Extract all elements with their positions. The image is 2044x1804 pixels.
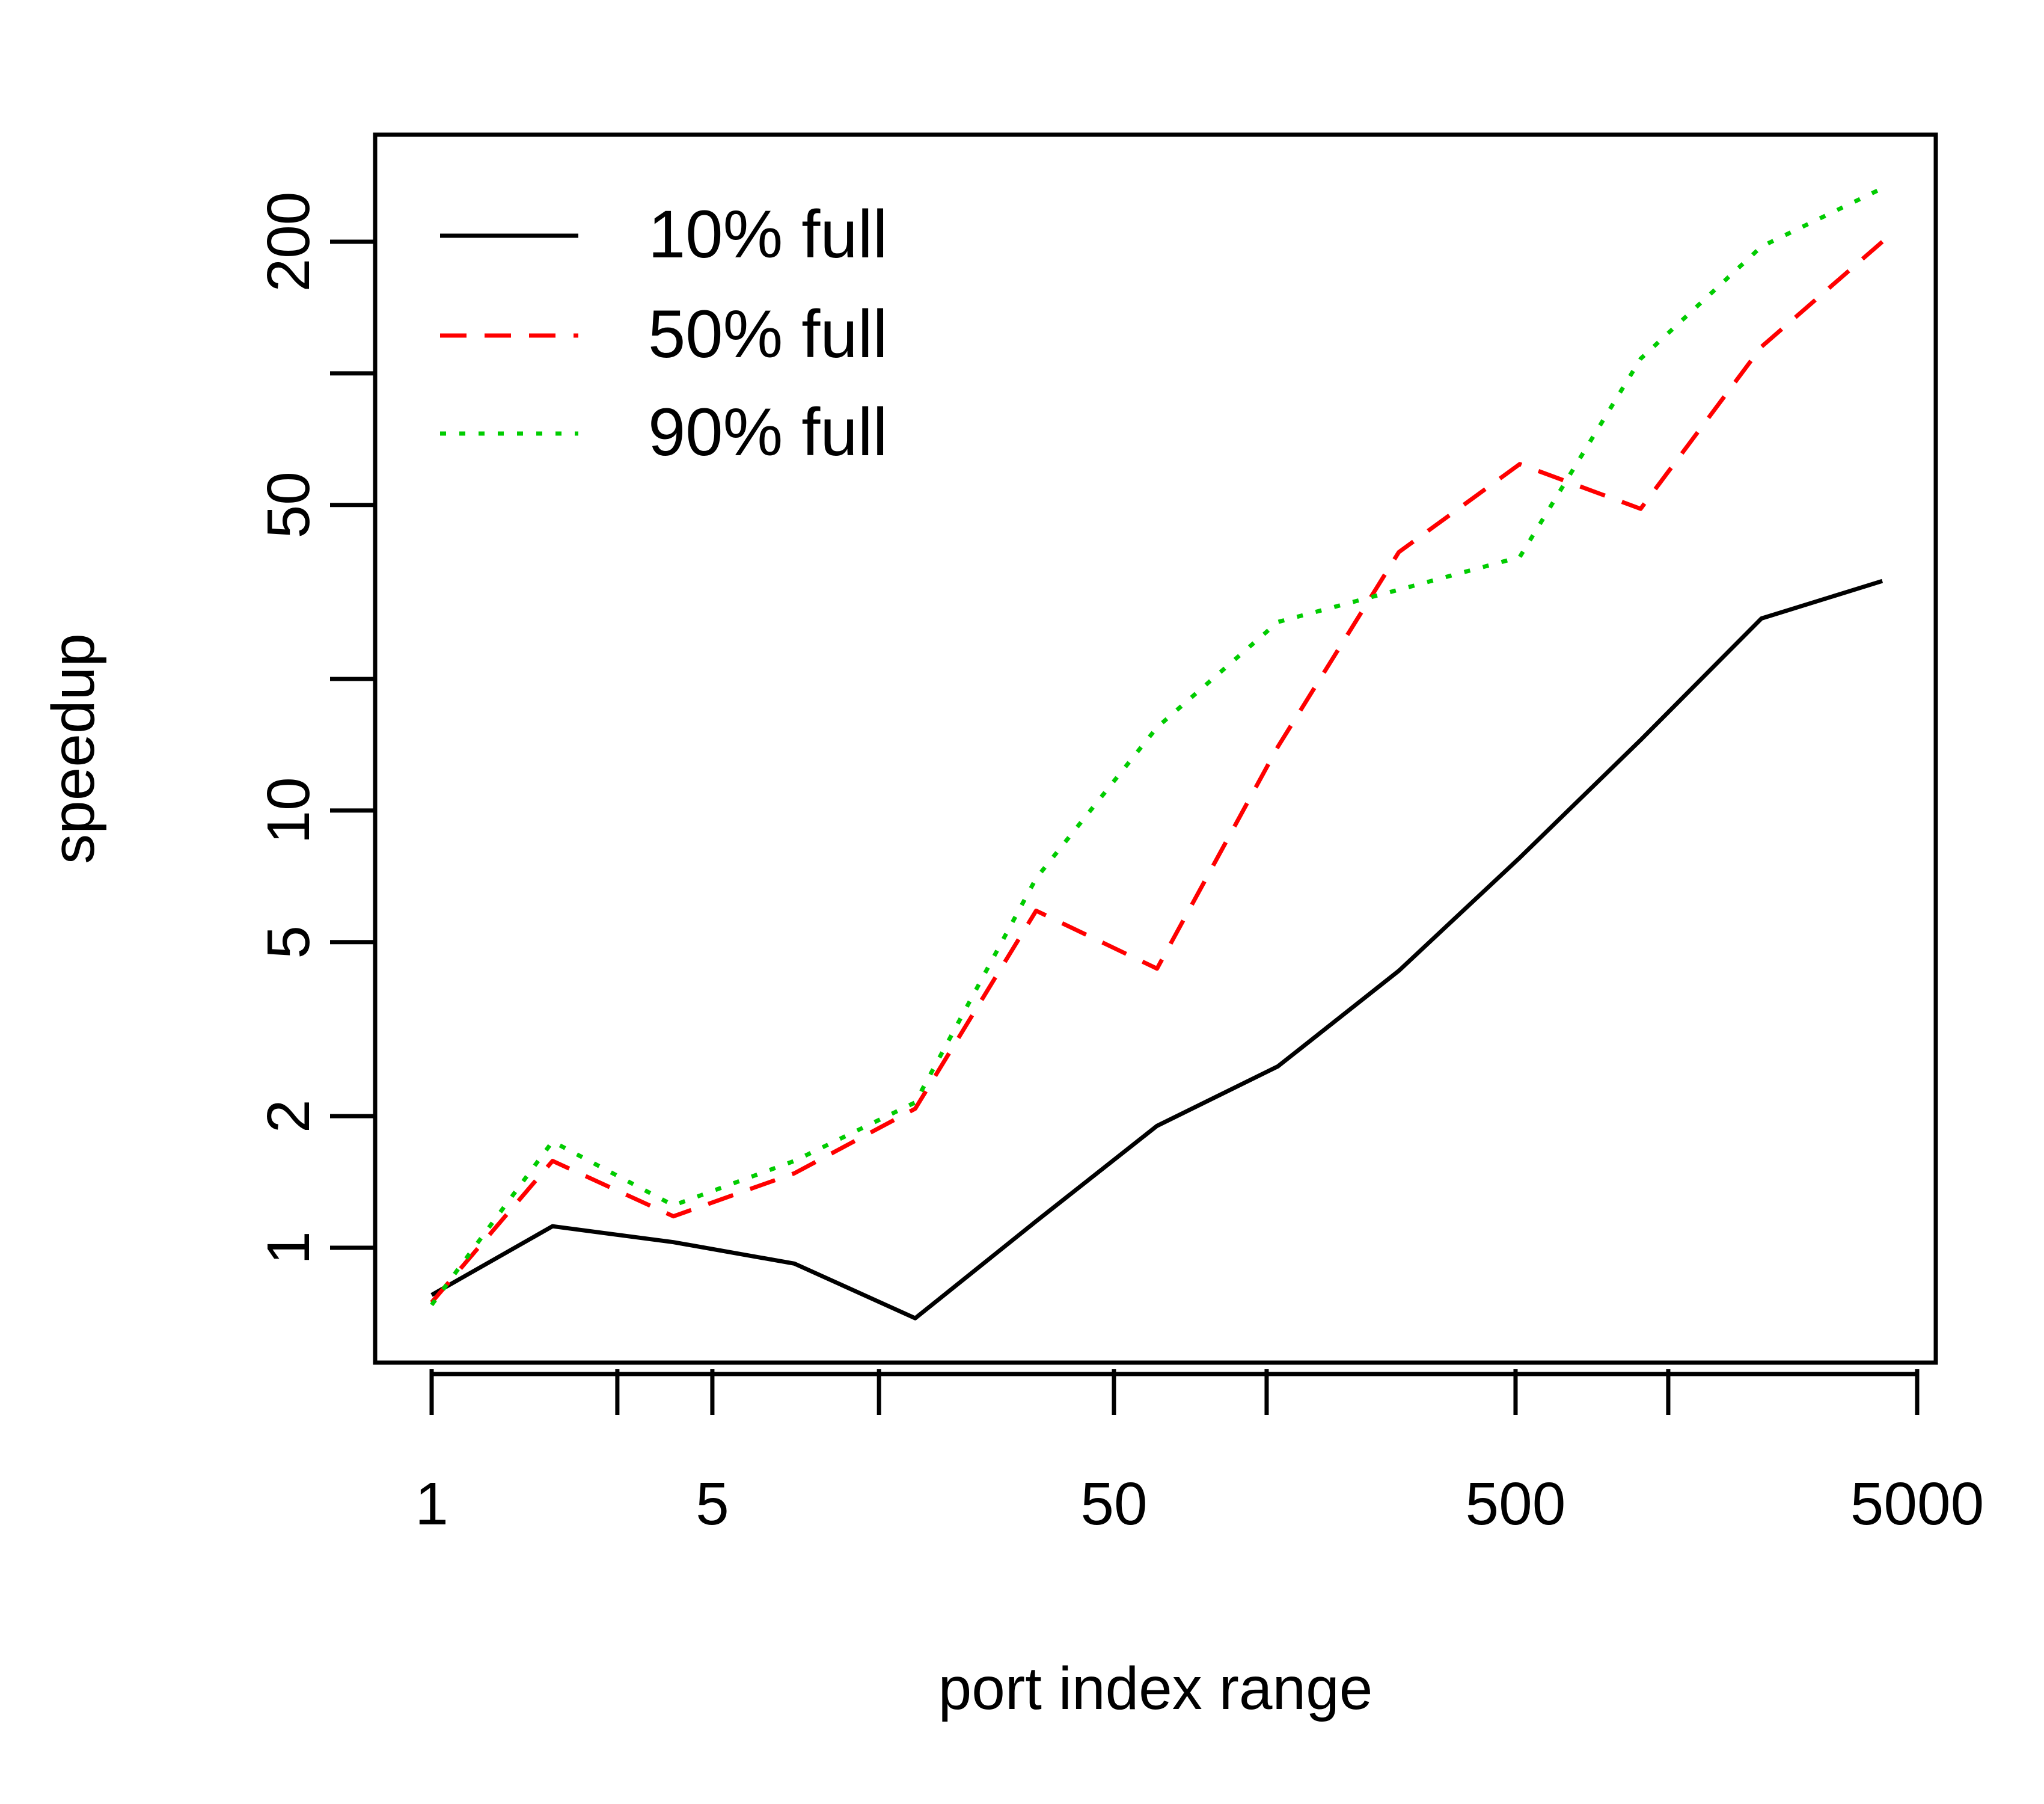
series-line-1 bbox=[430, 578, 1883, 1321]
legend-label-2: 50% full bbox=[648, 296, 887, 372]
series-line-3 bbox=[430, 186, 1883, 1307]
x-tick-label: 1 bbox=[415, 1470, 448, 1538]
legend-label-1: 10% full bbox=[648, 197, 887, 272]
y-axis-label: speedup bbox=[40, 633, 107, 864]
x-tick-label: 5000 bbox=[1850, 1470, 1984, 1538]
y-axis: 1 2 5 10 50 200 bbox=[255, 192, 375, 1265]
y-tick-label: 5 bbox=[255, 925, 322, 959]
y-tick-label: 200 bbox=[255, 192, 322, 292]
y-tick-label: 10 bbox=[255, 777, 322, 844]
plot-frame bbox=[373, 132, 1938, 1365]
x-axis-label: port index range bbox=[938, 1655, 1373, 1722]
x-axis: 1 5 50 500 5000 bbox=[415, 1369, 1984, 1538]
x-tick-label: 5 bbox=[696, 1470, 729, 1538]
legend-label-3: 90% full bbox=[648, 394, 887, 470]
series-line-2 bbox=[430, 240, 1884, 1304]
y-tick-label: 50 bbox=[255, 471, 322, 538]
x-tick-label: 50 bbox=[1080, 1470, 1147, 1538]
x-tick-label: 500 bbox=[1466, 1470, 1566, 1538]
y-tick-label: 1 bbox=[255, 1231, 322, 1265]
y-tick-label: 2 bbox=[255, 1099, 322, 1133]
legend: 10% full 50% full 90% full bbox=[440, 197, 887, 470]
series-layer bbox=[430, 186, 1884, 1321]
